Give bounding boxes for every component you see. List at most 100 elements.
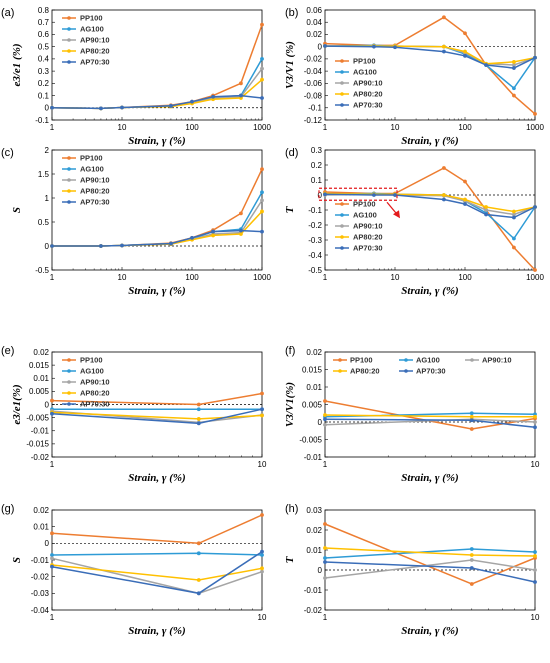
data-point xyxy=(323,576,327,580)
plot-frame xyxy=(51,509,263,611)
legend-marker xyxy=(340,59,344,63)
y-tick-label: 0.02 xyxy=(306,526,322,535)
data-point xyxy=(469,547,474,551)
data-point xyxy=(196,541,201,546)
data-point xyxy=(442,44,446,49)
y-tick-label: 0.3 xyxy=(38,67,50,76)
x-axis-label: Strain, γ (%) xyxy=(401,625,458,637)
data-point xyxy=(442,197,446,202)
series-line xyxy=(52,229,263,247)
x-tick-label: 100 xyxy=(185,273,199,282)
x-axis-label: Strain, γ (%) xyxy=(401,135,458,147)
data-point xyxy=(50,398,54,403)
x-axis-label: Strain, γ (%) xyxy=(128,135,185,147)
y-tick-label: -0.02 xyxy=(31,572,50,581)
x-tick-label: 1 xyxy=(50,123,55,132)
y-tick-label: -0.03 xyxy=(31,589,50,598)
data-point xyxy=(211,94,215,99)
y-tick-label: 2 xyxy=(45,146,50,155)
series-line xyxy=(52,199,263,247)
x-tick-label: 100 xyxy=(458,273,472,282)
data-point xyxy=(196,417,201,421)
legend-marker xyxy=(338,369,342,373)
y-tick-label: 0.005 xyxy=(302,400,323,409)
data-point xyxy=(196,407,201,412)
chart-panel-f: (f) -0.01 -0.005 0 0.005 0.01 0.015 0.02 1 10 Stra… xyxy=(284,345,540,484)
data-point xyxy=(372,44,376,49)
data-point xyxy=(260,190,264,195)
y-tick-label: 0.01 xyxy=(33,522,49,531)
y-tick-label: 0.5 xyxy=(38,218,50,227)
data-point xyxy=(484,208,488,212)
data-point xyxy=(260,209,264,214)
y-tick-label: 1 xyxy=(45,194,50,203)
y-tick-label: -0.08 xyxy=(304,91,323,100)
data-point xyxy=(50,531,54,536)
legend-label: AG100 xyxy=(80,165,104,174)
x-tick-label: 1000 xyxy=(253,273,271,282)
y-tick-label: -0.02 xyxy=(304,606,323,615)
y-tick-label: 0.3 xyxy=(311,146,323,155)
series-line xyxy=(52,210,263,247)
y-axis-label: S xyxy=(11,557,23,563)
data-point xyxy=(211,229,215,234)
y-tick-label: 0.8 xyxy=(38,6,50,15)
data-point xyxy=(260,569,264,574)
legend-marker xyxy=(340,70,344,74)
legend-label: AG100 xyxy=(80,25,104,34)
y-tick-label: 0.01 xyxy=(33,374,49,383)
legend-marker xyxy=(67,358,71,362)
y-tick-label: -0.015 xyxy=(26,440,49,449)
data-point xyxy=(323,422,327,427)
x-tick-label: 100 xyxy=(458,123,472,132)
y-tick-label: -0.4 xyxy=(308,251,322,260)
y-tick-label: -0.01 xyxy=(304,453,323,462)
data-point xyxy=(260,407,264,412)
data-point xyxy=(260,198,264,203)
panel-label: (e) xyxy=(1,345,14,357)
legend-label: AP90:10 xyxy=(353,222,383,231)
data-point xyxy=(260,549,264,554)
data-point xyxy=(512,66,516,70)
x-tick-label: 10 xyxy=(258,460,267,469)
y-tick-label: 1.5 xyxy=(38,170,50,179)
y-axis-label: e3/e1(%) xyxy=(11,384,23,424)
series-line xyxy=(51,552,263,556)
data-point xyxy=(50,105,54,110)
legend-label: AP70:30 xyxy=(80,58,110,67)
legend-marker xyxy=(67,380,71,384)
data-point xyxy=(533,420,537,424)
data-point xyxy=(190,235,194,240)
y-tick-label: 0.02 xyxy=(33,506,49,515)
data-point xyxy=(196,402,201,407)
data-point xyxy=(323,44,327,48)
data-point xyxy=(239,228,243,233)
x-tick-label: 1000 xyxy=(526,273,544,282)
data-point xyxy=(323,546,327,550)
y-tick-label: 0.02 xyxy=(306,348,322,357)
data-point xyxy=(260,66,264,71)
highlight-arrow-head xyxy=(393,210,400,219)
legend-marker xyxy=(67,49,71,53)
panel-label: (f) xyxy=(285,345,295,357)
x-tick-label: 1000 xyxy=(526,123,544,132)
y-axis-label: V3/V1(%) xyxy=(284,382,296,427)
data-point xyxy=(469,558,474,562)
x-tick-label: 10 xyxy=(391,273,400,282)
data-point xyxy=(469,427,474,431)
data-point xyxy=(484,212,488,217)
plot-frame xyxy=(51,9,263,121)
legend-marker xyxy=(67,60,71,64)
legend-marker xyxy=(340,246,344,250)
x-tick-label: 1 xyxy=(50,613,55,622)
legend-label: AP80:20 xyxy=(80,389,110,398)
data-point xyxy=(533,568,537,572)
panel-label: (c) xyxy=(1,147,14,159)
data-point xyxy=(533,268,537,272)
y-tick-label: -0.3 xyxy=(308,236,322,245)
data-point xyxy=(50,244,54,248)
y-tick-label: -0.2 xyxy=(308,221,322,230)
x-tick-label: 10 xyxy=(258,613,267,622)
y-axis-label: V3/V1 (%) xyxy=(284,41,296,89)
